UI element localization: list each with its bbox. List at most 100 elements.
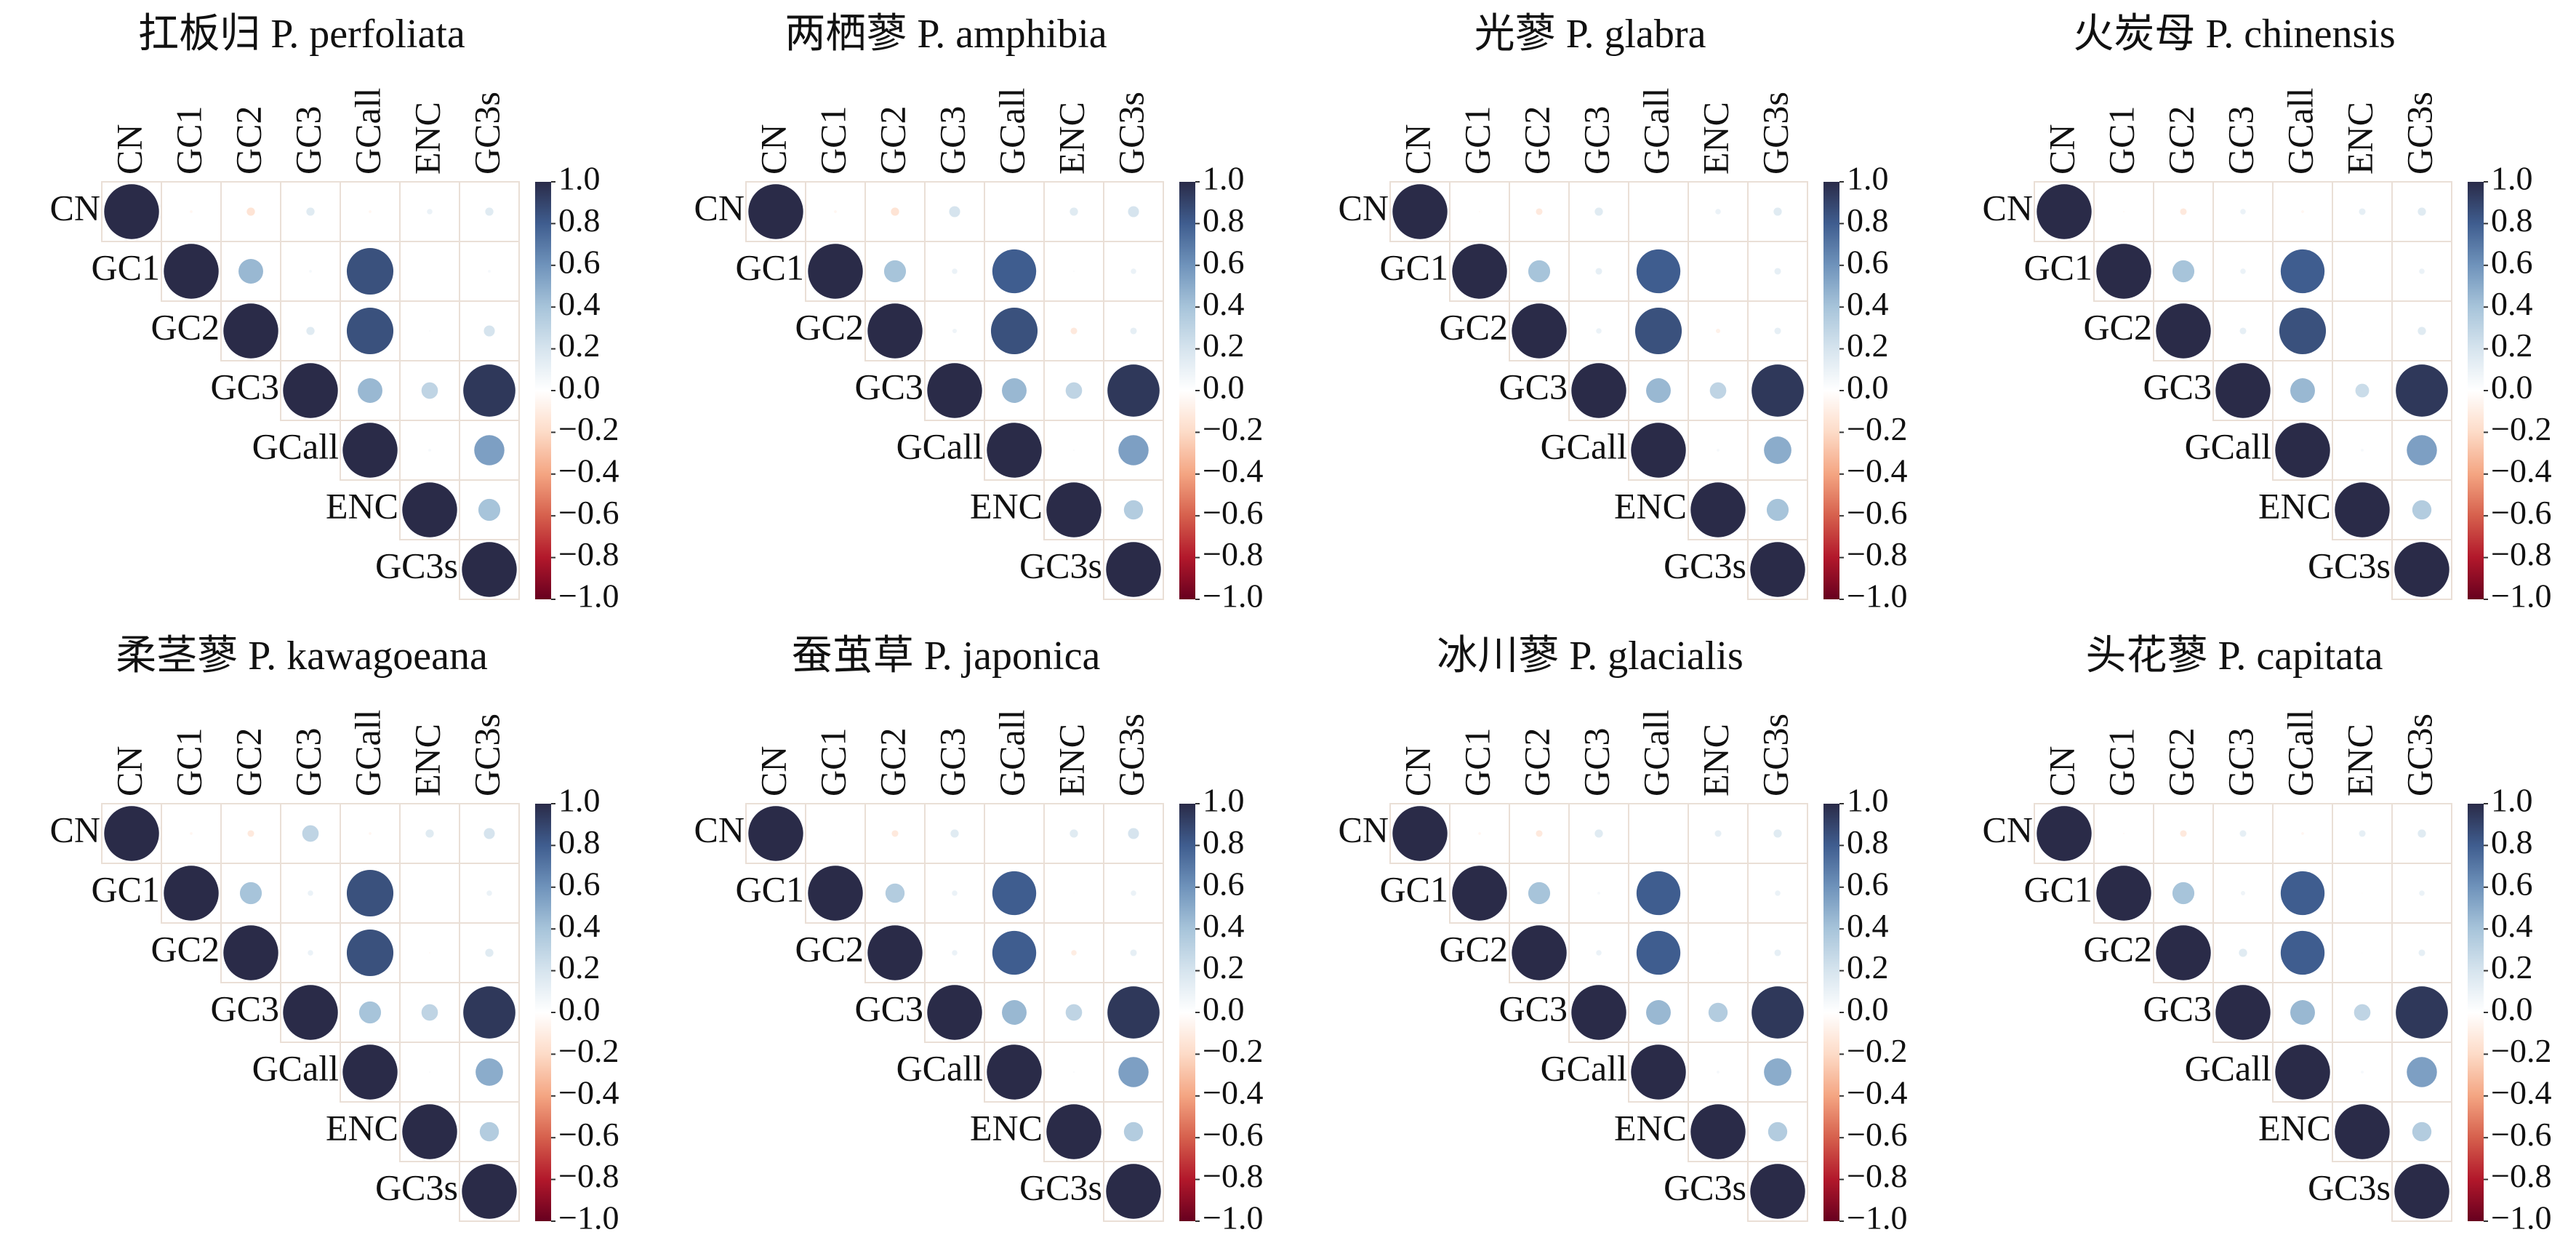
colorbar-tick-label: 0.2 bbox=[1203, 327, 1245, 364]
correlation-circle bbox=[425, 829, 434, 838]
column-label: GC3 bbox=[2220, 728, 2260, 796]
correlation-circle bbox=[952, 268, 958, 274]
column-label: GC2 bbox=[872, 106, 912, 175]
correlation-circle bbox=[1596, 328, 1602, 334]
colorbar-tick-label: −0.8 bbox=[1203, 535, 1263, 572]
correlation-circle bbox=[1070, 327, 1078, 335]
cell bbox=[1688, 863, 1749, 924]
column-label: ENC bbox=[2339, 724, 2380, 796]
column-label: GC2 bbox=[228, 106, 268, 175]
row-label: ENC bbox=[1614, 485, 1687, 526]
colorbar-tick-label: 0.8 bbox=[1203, 201, 1245, 239]
correlation-circle bbox=[2417, 207, 2426, 216]
correlation-circle bbox=[2394, 1164, 2449, 1219]
colorbar-tick-label: −0.2 bbox=[558, 1032, 619, 1069]
correlation-circle bbox=[2417, 327, 2426, 335]
row-label: GC1 bbox=[736, 868, 804, 909]
correlation-circle bbox=[1571, 363, 1626, 418]
correlation-circle bbox=[486, 890, 492, 896]
correlation-circle bbox=[488, 270, 491, 273]
column-label: CN bbox=[1397, 746, 1437, 796]
colorbar-tick-label: −0.2 bbox=[2491, 1032, 2551, 1069]
correlation-circle bbox=[369, 210, 372, 213]
correlation-circle bbox=[2290, 378, 2315, 403]
colorbar-tick-label: 0.0 bbox=[2491, 369, 2533, 406]
colorbar-tick-label: 0.0 bbox=[1847, 369, 1889, 406]
column-label: GC2 bbox=[228, 728, 268, 796]
correlation-circle bbox=[2362, 952, 2363, 954]
colorbar-tick-label: −0.6 bbox=[1847, 1116, 1907, 1153]
correlation-circle bbox=[1046, 1104, 1102, 1159]
correlation-circle bbox=[1774, 268, 1781, 275]
correlation-circle bbox=[306, 327, 315, 335]
column-label: ENC bbox=[406, 102, 447, 175]
correlation-circle bbox=[1072, 449, 1075, 452]
colorbar-tick-label: 0.4 bbox=[1203, 285, 1245, 322]
correlation-circle bbox=[1690, 1104, 1746, 1159]
correlation-circle bbox=[308, 890, 313, 896]
correlation-circle bbox=[1536, 830, 1543, 837]
colorbar-tick-label: 0.6 bbox=[558, 243, 601, 280]
correlation-circle bbox=[1594, 207, 1603, 216]
colorbar-tick-label: −0.6 bbox=[2491, 494, 2551, 531]
correlation-circle bbox=[2180, 830, 2187, 837]
correlation-circle bbox=[1773, 829, 1782, 838]
column-label: GC3s bbox=[1110, 92, 1151, 175]
correlation-circle bbox=[2275, 1044, 2330, 1100]
colorbar-tick-label: −0.4 bbox=[1203, 1074, 1263, 1111]
column-label: GC3 bbox=[287, 106, 328, 175]
panel-title: 两栖蓼 P. amphibia bbox=[785, 12, 1107, 57]
correlation-circle bbox=[1715, 209, 1721, 215]
column-label: CN bbox=[753, 124, 793, 175]
correlation-circle bbox=[1128, 206, 1139, 217]
column-label: CN bbox=[753, 746, 793, 796]
colorbar-tick-label: 0.6 bbox=[1847, 243, 1889, 280]
column-label: GCall bbox=[1635, 88, 1676, 175]
column-label: GC3 bbox=[1576, 106, 1616, 175]
correlation-circle bbox=[1717, 271, 1719, 272]
correlation-circle bbox=[2396, 364, 2448, 417]
correlation-circle bbox=[1002, 1000, 1027, 1025]
row-label: GC2 bbox=[2084, 306, 2152, 347]
correlation-circle bbox=[1595, 268, 1602, 275]
cell bbox=[459, 1161, 520, 1222]
correlation-circle bbox=[342, 423, 398, 478]
correlation-circle bbox=[1072, 270, 1075, 273]
colorbar-tick-label: 0.0 bbox=[1847, 991, 1889, 1028]
correlation-circle bbox=[2394, 542, 2449, 597]
colorbar-tick-label: −0.4 bbox=[2491, 452, 2551, 489]
correlation-circle bbox=[2301, 210, 2304, 213]
column-label: GCall bbox=[2279, 88, 2320, 175]
colorbar-tick-label: −0.8 bbox=[2491, 535, 2551, 572]
column-label: GC1 bbox=[812, 106, 853, 175]
colorbar-tick-label: −1.0 bbox=[558, 577, 619, 615]
correlation-circle bbox=[2418, 949, 2425, 956]
column-label: ENC bbox=[1051, 724, 1091, 796]
column-label: GC1 bbox=[2100, 728, 2141, 796]
correlation-circle bbox=[891, 830, 899, 837]
correlation-circle bbox=[1717, 449, 1720, 452]
correlation-circle bbox=[2335, 482, 2390, 537]
colorbar-tick-label: 0.6 bbox=[2491, 865, 2533, 902]
correlation-circle bbox=[2122, 210, 2125, 213]
correlation-circle bbox=[223, 925, 278, 980]
row-label: GC3 bbox=[1499, 366, 1568, 407]
colorbar-tick-label: 0.4 bbox=[1847, 907, 1889, 944]
column-label: GC3 bbox=[931, 728, 972, 796]
column-label: GC3 bbox=[931, 106, 972, 175]
colorbar-tick-label: −0.6 bbox=[1203, 1116, 1263, 1153]
correlation-circle bbox=[990, 307, 1038, 355]
cell bbox=[459, 539, 520, 600]
correlation-circle bbox=[1528, 260, 1551, 283]
correlation-circle bbox=[1130, 327, 1137, 335]
row-label: ENC bbox=[326, 1107, 398, 1148]
row-label: ENC bbox=[970, 485, 1043, 526]
colorbar bbox=[2468, 804, 2484, 1221]
row-label: GC3s bbox=[375, 545, 458, 585]
correlation-circle bbox=[1536, 208, 1543, 215]
colorbar-tick-label: 0.0 bbox=[1203, 991, 1245, 1028]
colorbar-tick-label: 0.4 bbox=[1847, 285, 1889, 322]
correlation-circle bbox=[1717, 952, 1719, 954]
row-label: CN bbox=[1983, 187, 2033, 228]
